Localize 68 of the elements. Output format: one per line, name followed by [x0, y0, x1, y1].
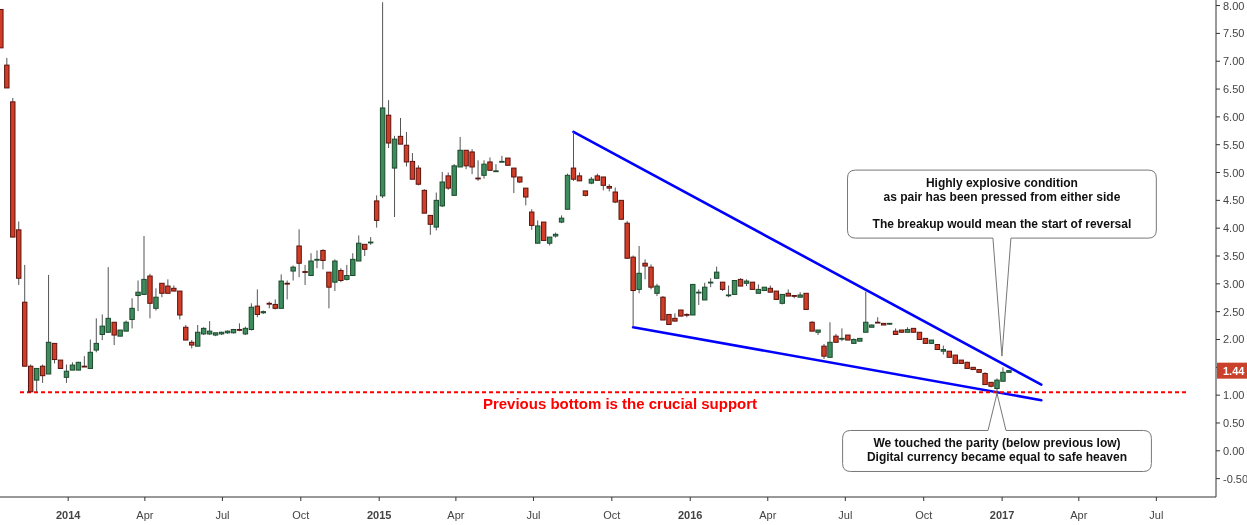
candlestick — [839, 327, 845, 342]
candlestick — [540, 221, 547, 241]
x-tick-label: Oct — [915, 509, 933, 521]
y-tick-label: 4.50 — [1223, 194, 1245, 207]
candlestick — [33, 367, 40, 393]
candlestick — [475, 159, 481, 182]
y-tick-label: -0.50 — [1223, 472, 1247, 485]
y-tick-label: 3.50 — [1223, 250, 1245, 263]
y-tick-label: 2.00 — [1223, 333, 1245, 346]
candlestick — [397, 117, 404, 145]
x-tick-label: Jul — [1149, 509, 1164, 521]
candlestick — [296, 228, 302, 278]
candlestick — [499, 155, 505, 163]
candlestick — [320, 248, 326, 270]
x-tick-label: 2016 — [677, 509, 703, 521]
y-tick-label: 2.50 — [1223, 305, 1245, 318]
y-tick-label: 3.00 — [1223, 277, 1245, 290]
candlestick — [332, 258, 338, 292]
y-tick-label: 6.50 — [1223, 83, 1245, 96]
x-tick-label: Jul — [215, 509, 230, 521]
x-tick-label: Apr — [759, 509, 777, 521]
x-tick-label: Oct — [292, 509, 310, 521]
candlestick — [284, 280, 290, 300]
x-tick-label: Jul — [838, 509, 853, 521]
x-tick-label: Apr — [447, 509, 465, 521]
x-tick-label: Jul — [526, 509, 541, 521]
y-tick-label: 8.00 — [1223, 0, 1245, 12]
candlestick — [254, 288, 261, 318]
candlestick — [111, 321, 117, 346]
x-tick-label: 2014 — [55, 509, 82, 521]
x-tick-label: Apr — [136, 509, 154, 521]
candlestick — [535, 219, 541, 244]
y-tick-label: 0.50 — [1223, 416, 1245, 429]
ref-line-label: Previous bottom is the crucial support — [482, 395, 758, 413]
annotation: 1.44 — [1223, 364, 1246, 377]
x-tick-label: Apr — [1070, 509, 1088, 521]
x-tick-label: 2015 — [366, 509, 392, 521]
y-tick-label: 7.00 — [1223, 55, 1245, 68]
annotation: Highly explosive condition as pair has been pressed from either side The breakup would mean the start of reversal — [872, 176, 1132, 231]
candlestick — [481, 159, 487, 180]
y-tick-label: 5.50 — [1223, 138, 1245, 151]
candlestick — [427, 214, 434, 236]
candlestick — [290, 264, 296, 281]
x-tick-label: Oct — [603, 509, 621, 521]
y-tick-label: 5.00 — [1223, 166, 1245, 179]
candlestick — [87, 339, 94, 369]
candlestick — [326, 271, 332, 309]
candlestick — [63, 364, 70, 384]
candlestick — [421, 188, 428, 214]
candlestick — [636, 245, 642, 294]
candlestick — [81, 355, 88, 368]
candlestick — [302, 264, 308, 286]
candlestick — [4, 57, 10, 89]
y-tick-label: 0.00 — [1223, 444, 1245, 457]
candlestick — [93, 317, 99, 353]
candlestick — [373, 194, 380, 229]
y-tick-label: 1.00 — [1223, 389, 1245, 402]
candlestick — [827, 321, 833, 358]
y-tick-label: 7.50 — [1223, 27, 1245, 40]
candlestick — [153, 287, 159, 312]
y-tick-label: 6.00 — [1223, 110, 1245, 123]
candlestick — [493, 163, 499, 173]
candlestick — [39, 364, 46, 384]
annotation: We touched the parity (below previous low) Digital currency became equal to safe heaven — [866, 436, 1128, 464]
candlestick — [529, 208, 535, 231]
y-tick-label: 4.00 — [1223, 222, 1245, 235]
x-tick-label: 2017 — [989, 509, 1015, 521]
candlestick — [129, 297, 135, 329]
